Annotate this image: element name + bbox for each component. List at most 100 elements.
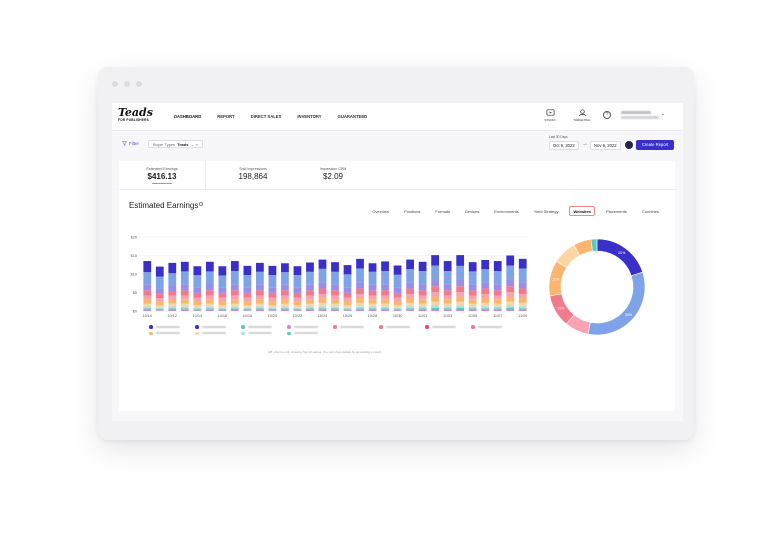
bar-segment[interactable] <box>356 309 364 311</box>
bar-segment[interactable] <box>268 292 277 298</box>
window-dot-maximize[interactable] <box>136 81 142 87</box>
bar-segment[interactable] <box>268 275 277 288</box>
bar-segment[interactable] <box>318 288 327 294</box>
legend-item[interactable] <box>287 325 333 329</box>
bar-segment[interactable] <box>443 303 452 307</box>
bar-segment[interactable] <box>256 284 264 291</box>
bar-segment[interactable] <box>481 306 490 309</box>
bar-segment[interactable] <box>180 290 189 296</box>
bar-segment[interactable] <box>443 299 452 304</box>
bar-segment[interactable] <box>318 298 327 303</box>
bar-segment[interactable] <box>180 303 189 307</box>
bar-segment[interactable] <box>506 265 515 280</box>
bar-segment[interactable] <box>205 303 214 307</box>
bar-segment[interactable] <box>143 303 152 307</box>
bar-segment[interactable] <box>356 293 364 299</box>
bar-segment[interactable] <box>418 284 427 291</box>
bar-segment[interactable] <box>343 309 352 311</box>
bar-segment[interactable] <box>318 268 327 283</box>
bar-segment[interactable] <box>406 293 414 299</box>
tab-devices[interactable]: Devices <box>465 208 480 214</box>
bar-segment[interactable] <box>318 308 327 310</box>
bar-segment[interactable] <box>168 309 177 311</box>
bar-segment[interactable] <box>168 308 177 310</box>
bar-segment[interactable] <box>406 282 414 289</box>
bar-segment[interactable] <box>168 262 177 274</box>
bar-segment[interactable] <box>243 310 252 311</box>
bar-segment[interactable] <box>293 292 302 298</box>
bar-segment[interactable] <box>155 288 164 294</box>
bar-segment[interactable] <box>331 303 339 307</box>
bar-segment[interactable] <box>381 290 389 296</box>
bar-segment[interactable] <box>356 308 364 310</box>
nav-item-direct-sales[interactable]: DIRECT SALES <box>250 114 282 119</box>
user-menu[interactable] <box>621 111 659 119</box>
bar-segment[interactable] <box>256 306 264 309</box>
bar-segment[interactable] <box>155 298 164 302</box>
bar-segment[interactable] <box>180 308 189 310</box>
bar-segment[interactable] <box>418 309 427 311</box>
bar-segment[interactable] <box>356 306 364 309</box>
bar-segment[interactable] <box>306 309 314 311</box>
bar-segment[interactable] <box>193 309 202 311</box>
bar-segment[interactable] <box>493 308 502 310</box>
bar-segment[interactable] <box>281 309 289 311</box>
bar-segment[interactable] <box>180 261 189 272</box>
bar-segment[interactable] <box>418 306 427 309</box>
tab-placements[interactable]: Placements <box>605 208 627 214</box>
legend-item[interactable] <box>471 325 517 329</box>
bar-segment[interactable] <box>356 288 364 294</box>
bar-segment[interactable] <box>218 310 227 311</box>
legend-item[interactable] <box>195 325 241 329</box>
bar-segment[interactable] <box>293 305 302 308</box>
bar-segment[interactable] <box>180 271 189 285</box>
bar-segment[interactable] <box>155 305 164 308</box>
bar-segment[interactable] <box>218 309 227 311</box>
create-report-button[interactable]: Create Report <box>636 140 674 150</box>
bar-segment[interactable] <box>256 271 264 285</box>
bar-segment[interactable] <box>468 284 477 291</box>
bar-segment[interactable] <box>481 309 490 311</box>
bar-segment[interactable] <box>318 309 327 311</box>
bar-segment[interactable] <box>431 296 440 302</box>
bar-segment[interactable] <box>243 275 252 288</box>
bar-segment[interactable] <box>368 284 377 291</box>
bar-segment[interactable] <box>468 290 477 296</box>
bar-segment[interactable] <box>443 284 452 291</box>
bar-segment[interactable] <box>468 295 477 300</box>
bar-segment[interactable] <box>331 284 339 291</box>
donut-slice[interactable] <box>596 238 644 277</box>
bar-segment[interactable] <box>456 279 465 287</box>
bar-segment[interactable] <box>168 291 177 296</box>
bar-segment[interactable] <box>193 301 202 306</box>
bar-segment[interactable] <box>406 302 414 307</box>
bar-segment[interactable] <box>293 287 302 293</box>
bar-segment[interactable] <box>293 275 302 288</box>
bar-segment[interactable] <box>356 282 364 289</box>
bar-segment[interactable] <box>456 301 465 306</box>
bar-segment[interactable] <box>243 305 252 308</box>
bar-segment[interactable] <box>456 309 465 311</box>
bar-segment[interactable] <box>243 292 252 298</box>
bar-segment[interactable] <box>368 306 377 309</box>
bar-segment[interactable] <box>143 308 152 310</box>
bar-segment[interactable] <box>180 306 189 309</box>
bar-segment[interactable] <box>368 263 377 272</box>
bar-segment[interactable] <box>306 290 314 296</box>
bar-segment[interactable] <box>230 306 239 309</box>
window-dot-minimize[interactable] <box>124 81 130 87</box>
metric-sold-impressions[interactable]: Sold Impressions 198,864 <box>223 167 283 181</box>
bar-segment[interactable] <box>256 262 264 272</box>
bar-segment[interactable] <box>381 284 389 291</box>
bar-segment[interactable] <box>443 261 452 272</box>
bar-segment[interactable] <box>506 305 515 308</box>
bar-segment[interactable] <box>393 297 402 302</box>
bar-segment[interactable] <box>268 309 277 311</box>
bar-segment[interactable] <box>218 266 227 276</box>
bar-segment[interactable] <box>493 306 502 309</box>
bar-segment[interactable] <box>406 298 414 303</box>
bar-segment[interactable] <box>381 309 389 311</box>
bar-segment[interactable] <box>468 306 477 309</box>
bar-segment[interactable] <box>318 282 327 289</box>
bar-segment[interactable] <box>368 295 377 300</box>
